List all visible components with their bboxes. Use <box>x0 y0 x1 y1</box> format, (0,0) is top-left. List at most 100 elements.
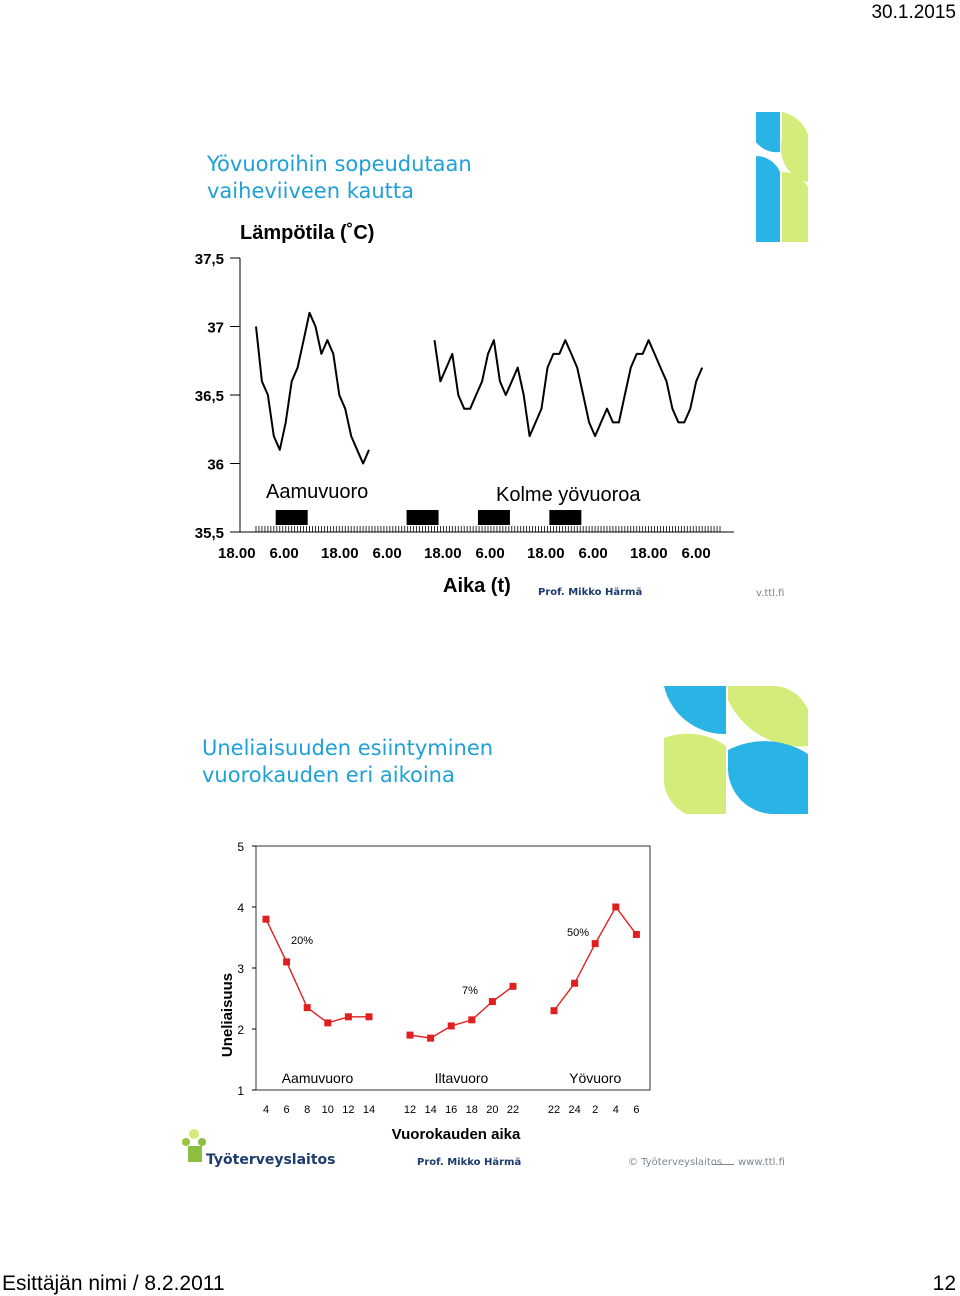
chart2-data-point <box>365 1013 373 1021</box>
chart2-x-tick-label: 10 <box>322 1104 334 1116</box>
chart2-x-tick-label: 6 <box>284 1104 290 1116</box>
chart2-data-point <box>283 958 291 966</box>
ttl-person-icon <box>182 1129 206 1162</box>
chart2-x-tick-label: 22 <box>507 1104 519 1116</box>
slide-date: 30.1.2015 <box>871 2 956 23</box>
chart1-y-tick-label: 36 <box>207 457 224 474</box>
chart2-x-tick-label: 12 <box>342 1104 354 1116</box>
chart2-labels: 4 6 8 10 12 14 Aamuvuoro 20% 12 14 16 18 20 22 Iltavuo… <box>263 927 640 1116</box>
slide1-url: v.ttl.fi <box>756 588 785 599</box>
chart1-annotation-aamuvuoro: Aamuvuoro <box>266 481 368 503</box>
chart2-y-tick-label: 5 <box>237 840 244 854</box>
chart2-y-tick-label: 4 <box>237 901 244 915</box>
chart1-annotation-yovuorot: Kolme yövuoroa <box>496 484 641 506</box>
chart2-data-point <box>303 1004 311 1012</box>
chart2-x-tick-label: 20 <box>486 1104 498 1116</box>
chart2-data-point <box>488 998 496 1006</box>
chart2-series <box>262 903 640 1042</box>
chart1-y-tick-label: 35,5 <box>195 525 224 542</box>
chart1-y-axis: 37,5 37 36,5 36 35,5 <box>195 251 241 542</box>
chart2-percentage-annotation: 20% <box>291 935 313 947</box>
chart2-y-tick-label: 1 <box>237 1084 244 1098</box>
slide1-title-line1: Yövuoroihin sopeudutaan <box>207 152 472 176</box>
chart1-x-tick-label: 6.00 <box>579 545 608 562</box>
chart2-x-tick-label: 24 <box>568 1104 580 1116</box>
chart1-series <box>255 311 704 465</box>
chart2-x-tick-label: 4 <box>613 1104 619 1116</box>
chart1-series-line-yovuorot <box>433 339 704 438</box>
chart2-data-point <box>447 1022 455 1030</box>
chart2-x-tick-label: 18 <box>466 1104 478 1116</box>
footer-page-number: 12 <box>932 1272 956 1295</box>
chart1-x-tick-label: 18.00 <box>218 545 256 562</box>
chart2-data-point <box>427 1034 435 1042</box>
slide2-title-line1: Uneliaisuuden esiintyminen <box>202 736 494 760</box>
chart2-x-tick-label: 6 <box>633 1104 639 1116</box>
chart1-x-tick-label: 6.00 <box>373 545 402 562</box>
chart1-work-period-bar <box>406 510 439 525</box>
slide2-title-line2: vuorokauden eri aikoina <box>202 763 455 787</box>
chart1-x-tick-label: 6.00 <box>682 545 711 562</box>
chart2-group-label: Aamuvuoro <box>282 1070 354 1086</box>
chart2-data-point <box>262 915 270 923</box>
chart2-x-tick-label: 4 <box>263 1104 269 1116</box>
chart2-x-tick-label: 16 <box>445 1104 457 1116</box>
chart2-series-line <box>265 918 369 1024</box>
chart2-percentage-annotation: 7% <box>462 985 478 997</box>
chart1-x-tick-label: 18.00 <box>630 545 668 562</box>
chart2-data-point <box>591 940 599 948</box>
chart2-data-point <box>571 979 579 987</box>
footer-separator <box>712 1164 734 1165</box>
chart1-y-tick-label: 36,5 <box>195 388 224 405</box>
chart2-x-tick-label: 14 <box>424 1104 436 1116</box>
chart2-data-point <box>550 1007 558 1015</box>
chart2-percentage-annotation: 50% <box>567 927 589 939</box>
chart1-series-line-aamuvuoro <box>255 311 370 465</box>
slide2-copyright: © Työterveyslaitos <box>628 1157 723 1168</box>
chart2-plot-frame <box>255 845 651 1091</box>
chart2-x-tick-label: 12 <box>404 1104 416 1116</box>
chart1-y-tick-label: 37,5 <box>195 251 224 268</box>
tyoterveyslaitos-logo: Työterveyslaitos <box>178 1128 336 1169</box>
chart1-x-tick-label: 18.00 <box>321 545 359 562</box>
chart2-data-point <box>324 1019 332 1027</box>
footer-presenter: Esittäjän nimi / 8.2.2011 <box>2 1272 225 1295</box>
chart2-data-point <box>612 903 620 911</box>
chart1-y-tick-label: 37 <box>207 320 224 337</box>
chart2-data-point <box>406 1031 414 1039</box>
chart1-x-ticks <box>240 526 734 533</box>
chart2-x-tick-label: 8 <box>304 1104 310 1116</box>
slide2-title: Uneliaisuuden esiintyminen vuorokauden e… <box>202 735 493 789</box>
slide1-title-line2: vaiheviiveen kautta <box>207 179 415 203</box>
chart1-x-tick-labels: 18.00 6.00 18.00 6.00 18.00 6.00 18.00 6.00 18.0… <box>218 545 711 562</box>
slide2-credit: Prof. Mikko Härmä <box>417 1157 522 1168</box>
chart2-series-line <box>553 905 637 1012</box>
chart1-work-period-bar <box>477 510 510 525</box>
chart1-x-label: Aika (t) <box>443 575 511 597</box>
chart1-title: Lämpötila (˚C) <box>240 221 374 244</box>
chart2-data-point <box>344 1013 352 1021</box>
chart2-x-tick-label: 2 <box>592 1104 598 1116</box>
slide1-credit: Prof. Mikko Härmä <box>538 587 643 598</box>
chart1-work-periods <box>275 510 582 525</box>
slide2-url: www.ttl.fi <box>738 1157 785 1168</box>
chart2-y-tick-label: 3 <box>237 962 244 976</box>
chart2-x-tick-label: 22 <box>548 1104 560 1116</box>
chart1-x-tick-label: 6.00 <box>270 545 299 562</box>
chart2-data-point <box>509 982 517 990</box>
chart1-work-period-bar <box>275 510 308 525</box>
chart2-y-tick-label: 2 <box>237 1023 244 1037</box>
chart2-data-point <box>632 930 640 938</box>
ttl-logo-mark-large <box>664 686 808 814</box>
chart1-x-tick-label: 6.00 <box>476 545 505 562</box>
chart2-x-label: Vuorokauden aika <box>392 1126 521 1143</box>
ttl-logo-mark <box>756 112 808 242</box>
chart1-x-tick-label: 18.00 <box>424 545 462 562</box>
chart2-x-tick-label: 14 <box>363 1104 375 1116</box>
slide1-title: Yövuoroihin sopeudutaan vaiheviiveen kau… <box>207 151 472 205</box>
chart1-x-tick-label: 18.00 <box>527 545 565 562</box>
logo-text: Työterveyslaitos <box>206 1152 336 1168</box>
chart2-y-label: Uneliaisuus <box>219 973 236 1057</box>
chart2-axes: 1 2 3 4 5 <box>237 840 651 1098</box>
